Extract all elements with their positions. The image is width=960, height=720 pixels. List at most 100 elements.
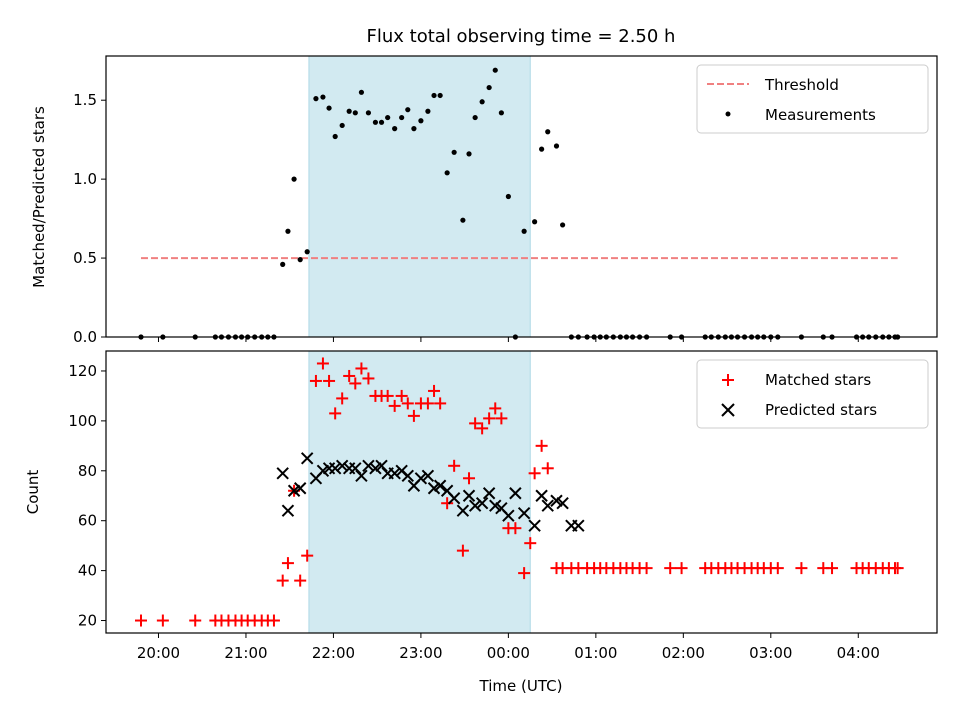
measurement-point xyxy=(372,119,379,125)
x-axis-label: Time (UTC) xyxy=(479,677,563,695)
predicted-star-point xyxy=(535,489,548,502)
measurement-point xyxy=(521,228,527,234)
measurement-point xyxy=(486,84,492,91)
measurement-point xyxy=(378,119,385,125)
measurements-legend-marker xyxy=(725,111,731,117)
matched-star-point xyxy=(395,389,408,402)
matched-star-point xyxy=(401,397,414,410)
matched-star-point xyxy=(343,369,356,382)
bottom-legend-box xyxy=(696,359,929,429)
matched-star-point xyxy=(329,407,342,420)
matched-star-point xyxy=(675,562,688,575)
matched-star-point xyxy=(301,549,314,562)
predicted-star-point xyxy=(281,504,295,517)
matched-star-point xyxy=(349,377,362,390)
matched-star-point xyxy=(528,467,541,480)
x-tick-label: 23:00 xyxy=(399,644,442,662)
top-y-ticks: 0.0 0.5 1.0 1.5 xyxy=(73,91,106,346)
measurement-point xyxy=(280,261,286,267)
measurement-point xyxy=(285,228,291,234)
y-tick-label: 120 xyxy=(68,362,97,380)
measurement-point xyxy=(365,110,372,116)
measurement-point xyxy=(539,146,545,152)
bottom-plot-area xyxy=(134,357,904,627)
matched-star-point xyxy=(323,374,336,387)
measurements-legend-label: Measurements xyxy=(765,106,876,124)
x-tick-label: 04:00 xyxy=(837,644,880,662)
matched-star-point xyxy=(428,384,441,397)
matched-stars-series xyxy=(134,357,904,627)
matched-star-point xyxy=(640,562,653,575)
matched-star-point xyxy=(826,562,839,575)
x-tick-label: 20:00 xyxy=(137,644,180,662)
measurement-point xyxy=(346,108,352,114)
matched-star-point xyxy=(483,412,496,425)
measurement-point xyxy=(326,105,332,111)
predicted-star-point xyxy=(528,519,541,532)
predicted-star-point xyxy=(502,509,515,522)
measurement-point xyxy=(437,92,443,99)
predicted-star-point xyxy=(414,472,428,485)
matched-star-point xyxy=(441,497,454,510)
measurement-point xyxy=(385,114,391,121)
bottom-panel: 20 40 60 80 100 120 20:00 21:00 22:00 23:00 00:00… xyxy=(24,350,938,695)
predicted-star-point xyxy=(335,459,349,473)
matched-star-point xyxy=(463,472,476,485)
measurement-point xyxy=(560,222,566,228)
y-tick-label: 0.5 xyxy=(73,249,97,267)
measurement-point xyxy=(425,108,431,114)
matched-star-point xyxy=(316,357,329,370)
measurement-point xyxy=(498,110,504,116)
x-tick-label: 22:00 xyxy=(312,644,355,662)
measurement-point xyxy=(418,118,424,124)
matched-star-point xyxy=(134,614,147,627)
matched-star-point xyxy=(281,557,294,570)
chart-title: Flux total observing time = 2.50 h xyxy=(367,26,676,47)
observing-window-shade-top xyxy=(308,55,531,338)
bottom-legend: Matched stars Predicted stars xyxy=(696,359,929,429)
top-panel: 0.0 0.5 1.0 1.5 Matched/Predicted stars Thr… xyxy=(30,55,938,346)
matched-star-point xyxy=(362,372,375,385)
predicted-star-point xyxy=(355,469,368,482)
measurement-point xyxy=(451,149,457,155)
matched-star-point xyxy=(509,522,522,535)
matched-star-point xyxy=(407,409,420,422)
measurement-point xyxy=(492,67,498,73)
top-legend: Threshold Measurements xyxy=(696,64,929,134)
predicted-star-point xyxy=(509,487,522,500)
predicted-star-point xyxy=(556,497,569,510)
y-tick-label: 1.0 xyxy=(73,170,97,188)
matched-star-point xyxy=(267,614,280,627)
predicted-star-point xyxy=(482,487,496,500)
measurement-point xyxy=(411,126,417,132)
y-tick-label: 1.5 xyxy=(73,91,97,109)
predicted-star-point xyxy=(475,497,489,510)
predicted-star-point xyxy=(462,489,476,502)
matched-star-point xyxy=(381,389,394,402)
matched-star-point xyxy=(524,537,537,550)
predicted-star-point xyxy=(572,519,585,532)
matched-star-point xyxy=(276,574,289,587)
predicted-star-point xyxy=(541,499,554,512)
matched-star-point xyxy=(448,459,461,472)
predicted-star-point xyxy=(401,469,414,482)
bottom-x-ticks: 20:00 21:00 22:00 23:00 00:00 01:00 02:00 03:00… xyxy=(137,633,880,662)
matched-star-point xyxy=(189,614,202,627)
predicted-star-point xyxy=(421,469,435,482)
matched-legend-marker xyxy=(722,374,734,386)
predicted-star-point xyxy=(300,452,314,465)
matched-star-point xyxy=(535,439,548,452)
x-tick-label: 01:00 xyxy=(574,644,617,662)
measurement-point xyxy=(358,89,365,95)
matched-star-point xyxy=(156,614,169,627)
bottom-y-ticks: 20 40 60 80 100 120 xyxy=(68,362,106,630)
matched-star-point xyxy=(541,462,554,475)
top-y-axis-label: Matched/Predicted stars xyxy=(30,106,48,288)
matched-star-point xyxy=(336,392,349,405)
predicted-star-point xyxy=(447,492,461,505)
measurement-point xyxy=(505,193,511,200)
matched-star-point xyxy=(469,417,482,430)
top-axes-frame xyxy=(105,55,938,338)
predicted-star-point xyxy=(276,467,289,480)
measurement-point xyxy=(444,170,450,176)
